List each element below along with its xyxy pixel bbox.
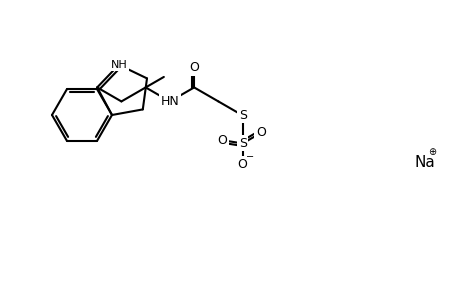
Text: S: S — [238, 109, 246, 122]
Text: S: S — [238, 137, 246, 150]
Text: NH: NH — [110, 60, 127, 70]
Text: O: O — [189, 61, 199, 74]
Text: O: O — [255, 126, 265, 140]
Text: HN: HN — [160, 95, 179, 108]
Text: O: O — [237, 158, 247, 171]
Text: Na: Na — [414, 154, 435, 169]
Text: ⊕: ⊕ — [427, 147, 435, 157]
Text: O: O — [217, 134, 227, 147]
Text: −: − — [245, 152, 253, 162]
Text: NH: NH — [110, 60, 127, 70]
